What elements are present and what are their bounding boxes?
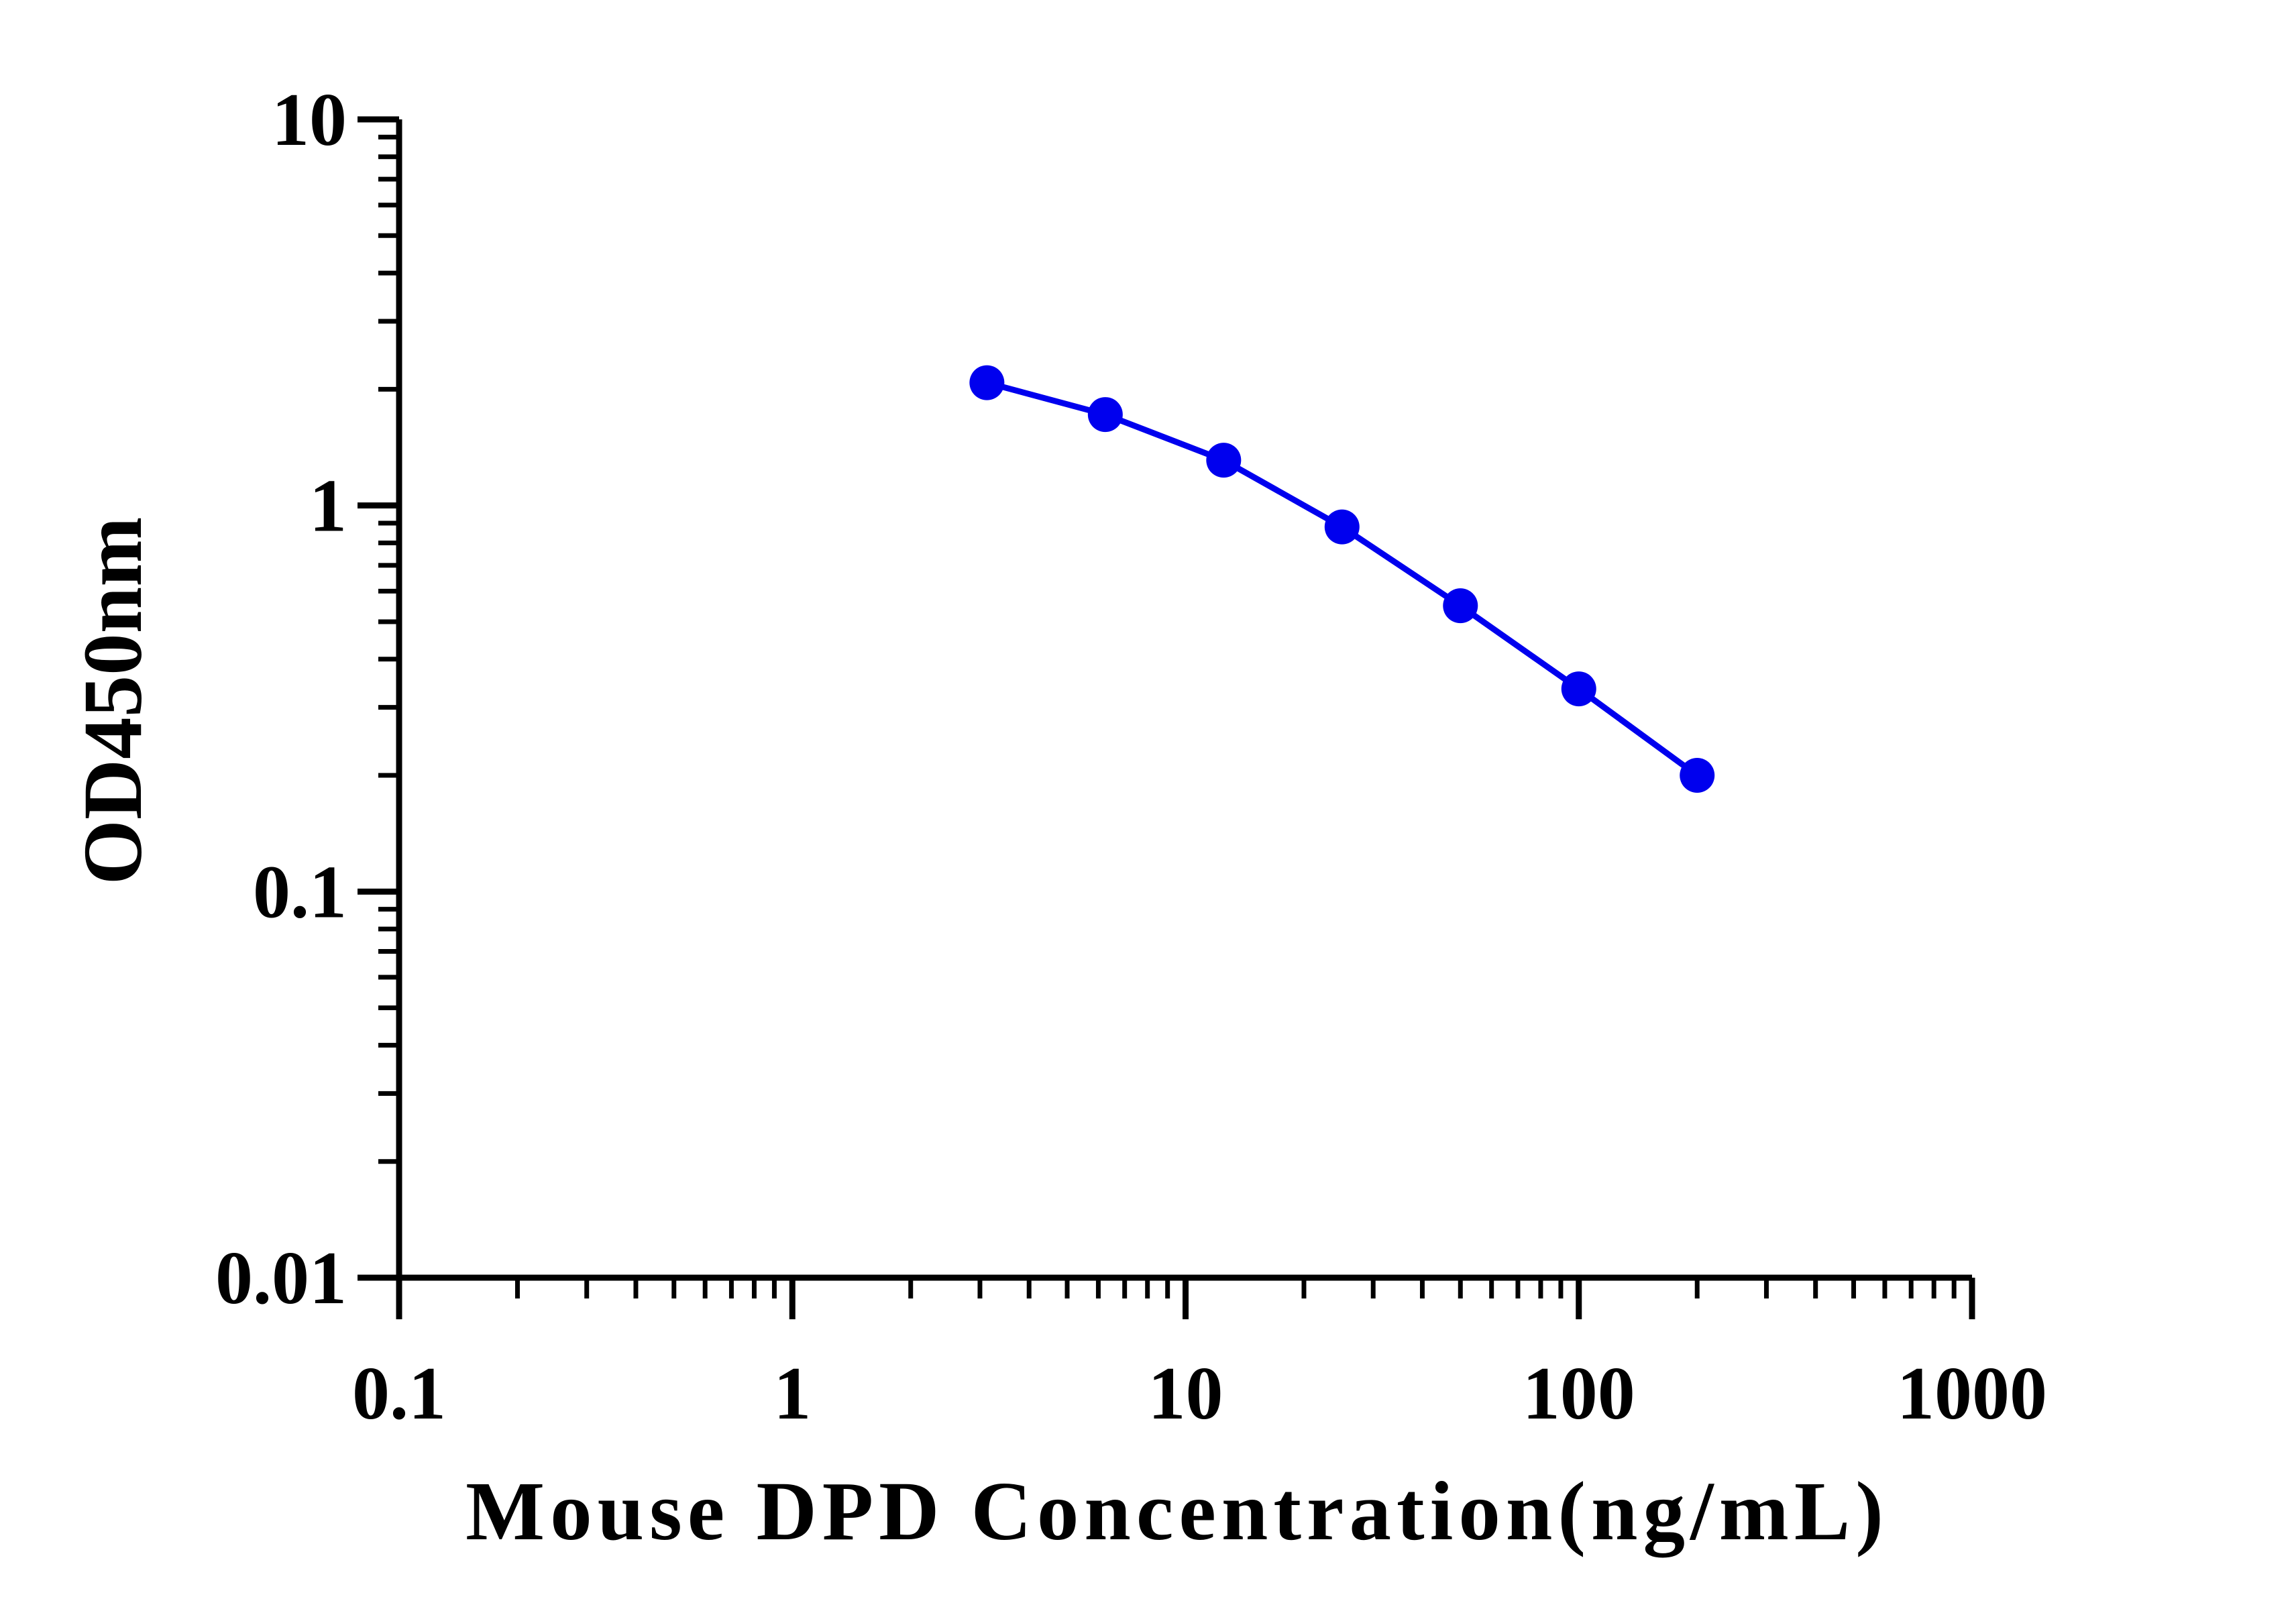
data-point xyxy=(1561,671,1596,707)
data-point xyxy=(1087,397,1123,433)
data-point xyxy=(1680,758,1715,793)
data-point xyxy=(1324,509,1360,545)
y-tick-label: 10 xyxy=(272,78,347,162)
x-tick-label: 0.1 xyxy=(352,1352,446,1435)
y-tick-label: 0.1 xyxy=(253,850,347,934)
data-point xyxy=(969,365,1005,400)
x-axis-label: Mouse DPD Concentration(ng/mL) xyxy=(466,1465,1889,1558)
x-tick-label: 10 xyxy=(1148,1352,1223,1435)
data-point xyxy=(1443,588,1478,624)
x-tick-label: 100 xyxy=(1523,1352,1635,1435)
x-tick-label: 1000 xyxy=(1897,1352,2047,1435)
y-tick-label: 0.01 xyxy=(215,1237,347,1320)
series-line xyxy=(986,380,1699,778)
data-point xyxy=(1206,443,1242,478)
x-tick-label: 1 xyxy=(773,1352,811,1435)
plot-area xyxy=(969,365,1715,793)
y-axis-label: OD450nm xyxy=(67,517,160,885)
y-tick-label: 1 xyxy=(309,465,347,548)
